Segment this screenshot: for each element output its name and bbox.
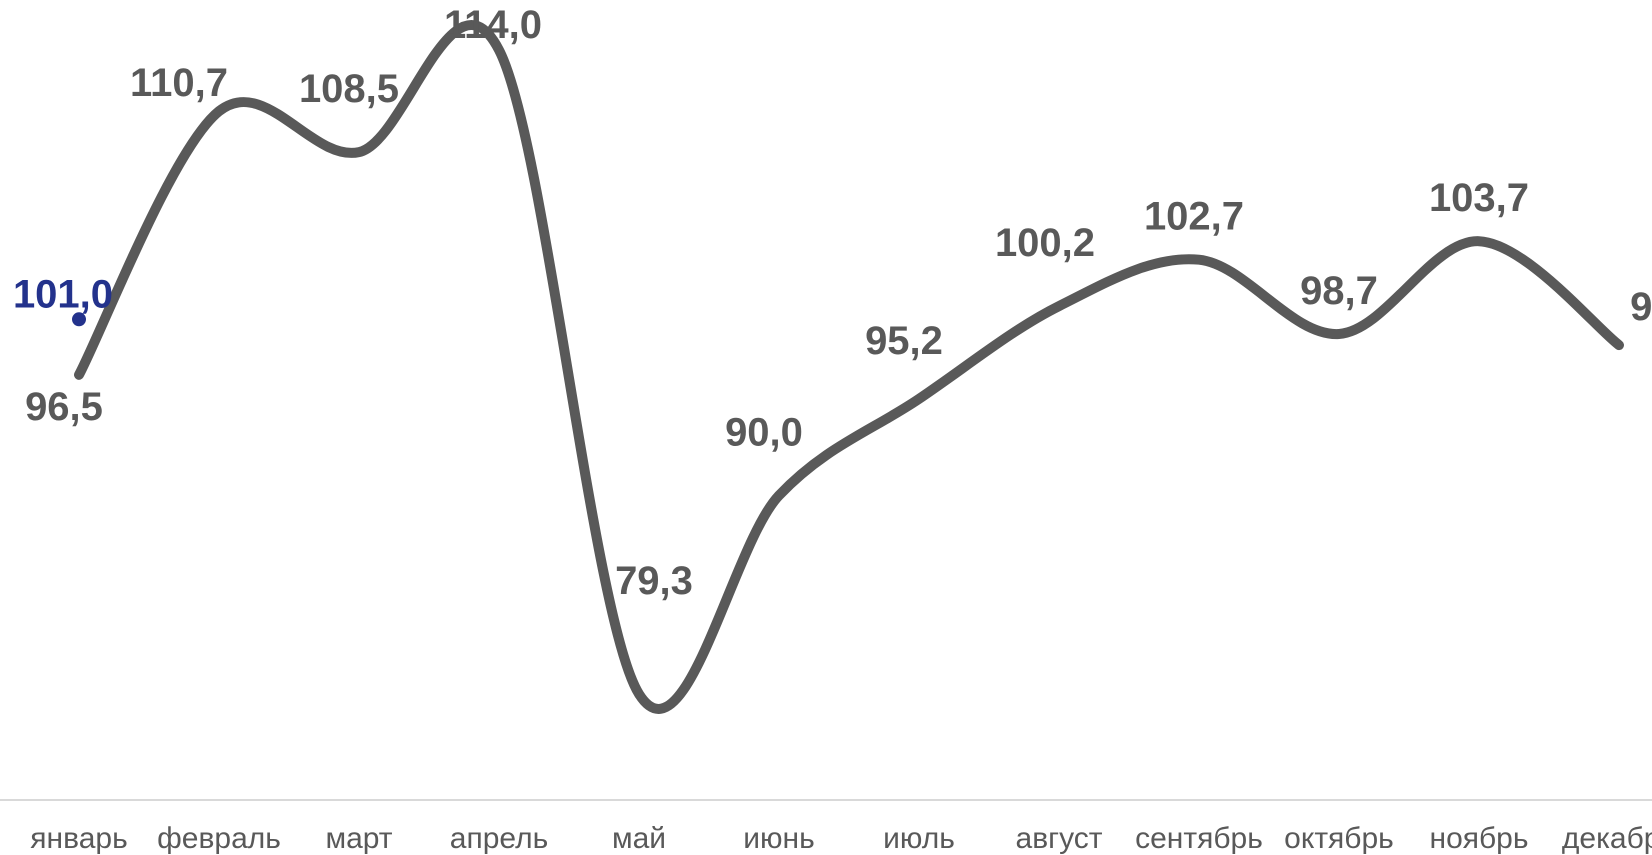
x-tick-label: октябрь (1284, 822, 1394, 855)
reference-point (72, 312, 86, 327)
x-tick-label: сентябрь (1135, 822, 1263, 855)
data-label: 98,1 (1630, 285, 1652, 329)
x-tick-label: август (1016, 822, 1103, 855)
data-label: 96,5 (25, 385, 103, 429)
x-tick-labels: январь февраль март апрель май июнь июль август… (30, 822, 1652, 855)
x-tick-label: ноябрь (1430, 822, 1529, 855)
data-label: 95,2 (865, 319, 943, 363)
data-label: 100,2 (995, 221, 1095, 265)
reference-point-label: 101,0 (13, 272, 113, 316)
x-tick-label: декабрь (1562, 822, 1652, 855)
x-tick-label: июнь (743, 822, 814, 855)
series-line (74, 20, 1624, 714)
data-label: 90,0 (725, 410, 803, 454)
x-tick-label: июль (883, 822, 955, 855)
data-label: 114,0 (444, 3, 542, 47)
data-label: 108,5 (299, 67, 399, 111)
x-tick-label: февраль (157, 822, 281, 855)
x-tick-label: апрель (450, 822, 548, 855)
x-tick-label: май (612, 822, 666, 855)
data-label: 103,7 (1429, 176, 1529, 220)
data-label: 98,7 (1300, 269, 1378, 313)
data-label: 79,3 (615, 559, 693, 603)
x-tick-label: январь (30, 822, 127, 855)
data-label: 110,7 (130, 61, 228, 105)
x-tick-label: март (325, 822, 392, 855)
data-label: 102,7 (1144, 195, 1244, 239)
data-labels: 96,5 110,7 108,5 114,0 79,3 90,0 95,2 100,2 102,… (25, 3, 1652, 603)
